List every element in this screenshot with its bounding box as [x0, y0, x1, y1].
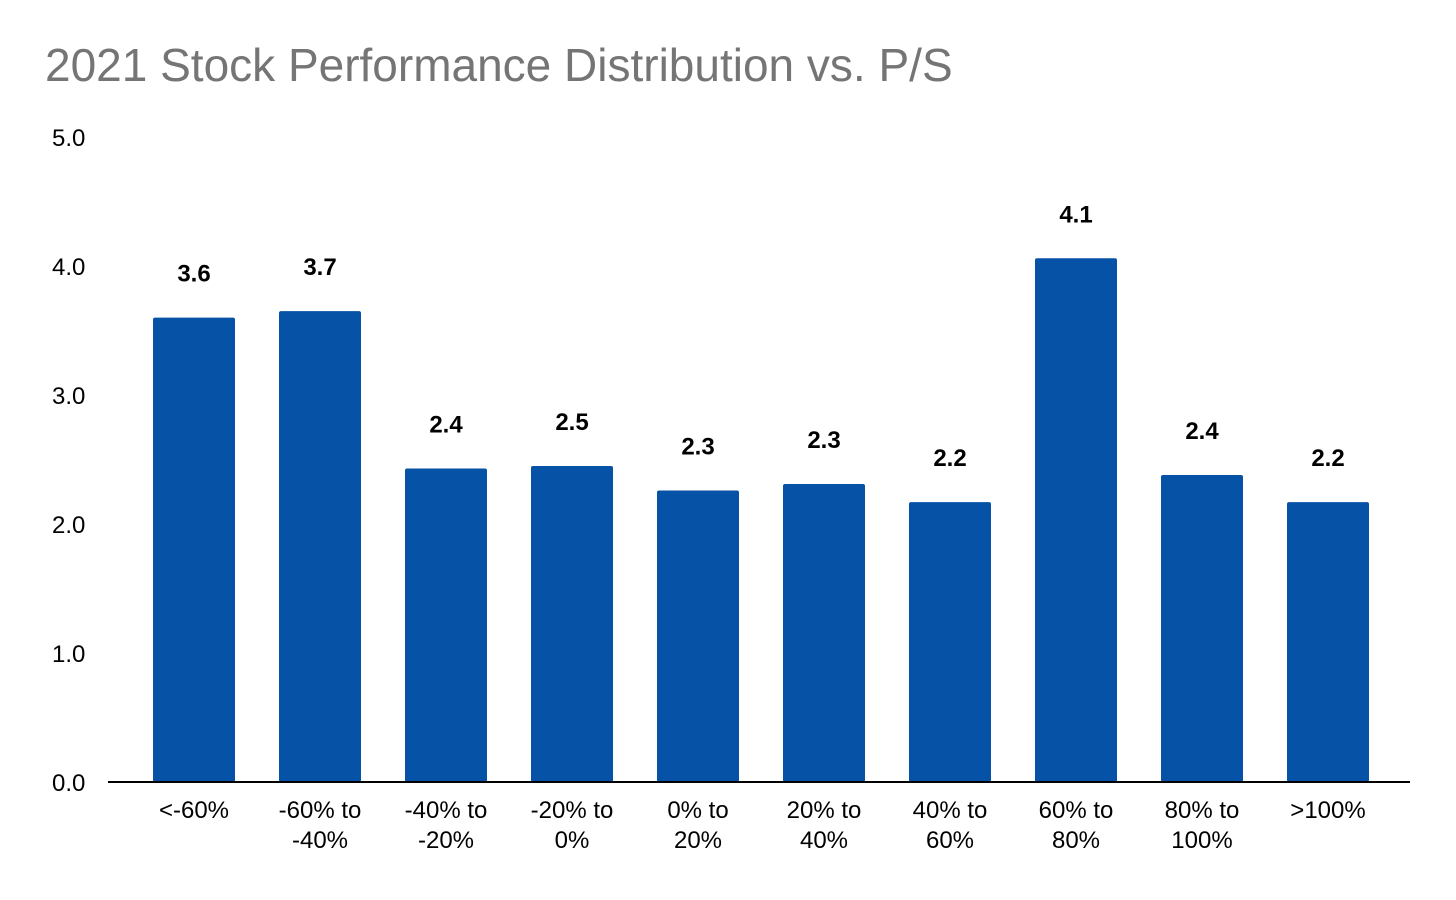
x-tick-label: <-60%	[159, 797, 229, 824]
x-tick-label: 20% to 40%	[787, 797, 862, 854]
x-tick-label: >100%	[1290, 797, 1365, 824]
x-tick-label: 80% to 100%	[1165, 797, 1240, 854]
bar-value-label: 4.1	[1059, 201, 1092, 228]
bar-value-label: 2.2	[933, 445, 966, 472]
x-axis-category-labels: <-60% -60% to -40% -40% to -20% -20% to 0% 0% t…	[159, 797, 1366, 854]
bar-value-label: 2.3	[807, 427, 840, 454]
bar-value-label: 2.4	[429, 412, 463, 439]
x-tick-label: 40% to 60%	[913, 797, 988, 854]
chart-title: 2021 Stock Performance Distribution vs. …	[45, 39, 953, 91]
y-tick-label: 0.0	[52, 770, 85, 797]
bars-group	[153, 258, 1369, 782]
bar	[1161, 474, 1243, 782]
bar	[531, 465, 613, 782]
x-tick-label: -20% to 0%	[531, 797, 614, 854]
y-tick-label: 2.0	[52, 512, 85, 539]
x-tick-label: -60% to -40%	[279, 797, 362, 854]
bar-value-label: 3.7	[303, 254, 336, 281]
y-tick-label: 4.0	[52, 254, 85, 281]
y-axis-tick-labels: 0.0 1.0 2.0 3.0 4.0 5.0	[52, 125, 85, 797]
x-tick-label: 60% to 80%	[1039, 797, 1114, 854]
bar-value-label: 2.4	[1185, 418, 1219, 445]
bar	[1287, 502, 1369, 782]
y-tick-label: 1.0	[52, 641, 85, 668]
bar-value-label: 2.5	[555, 409, 588, 436]
bar	[279, 311, 361, 782]
bar	[405, 468, 487, 782]
y-tick-label: 3.0	[52, 383, 85, 410]
bar	[909, 502, 991, 782]
x-tick-label: 0% to 20%	[667, 797, 728, 854]
bar-value-label: 2.2	[1311, 445, 1344, 472]
bar-value-label: 2.3	[681, 433, 714, 460]
y-tick-label: 5.0	[52, 125, 85, 152]
data-labels-group: 3.6 3.7 2.4 2.5 2.3 2.3 2.2 4.1 2.4 2.2	[177, 201, 1344, 472]
bar	[1035, 258, 1117, 782]
bar	[657, 490, 739, 782]
bar	[153, 317, 235, 782]
bar-value-label: 3.6	[177, 261, 210, 288]
bar	[783, 484, 865, 782]
x-tick-label: -40% to -20%	[405, 797, 488, 854]
